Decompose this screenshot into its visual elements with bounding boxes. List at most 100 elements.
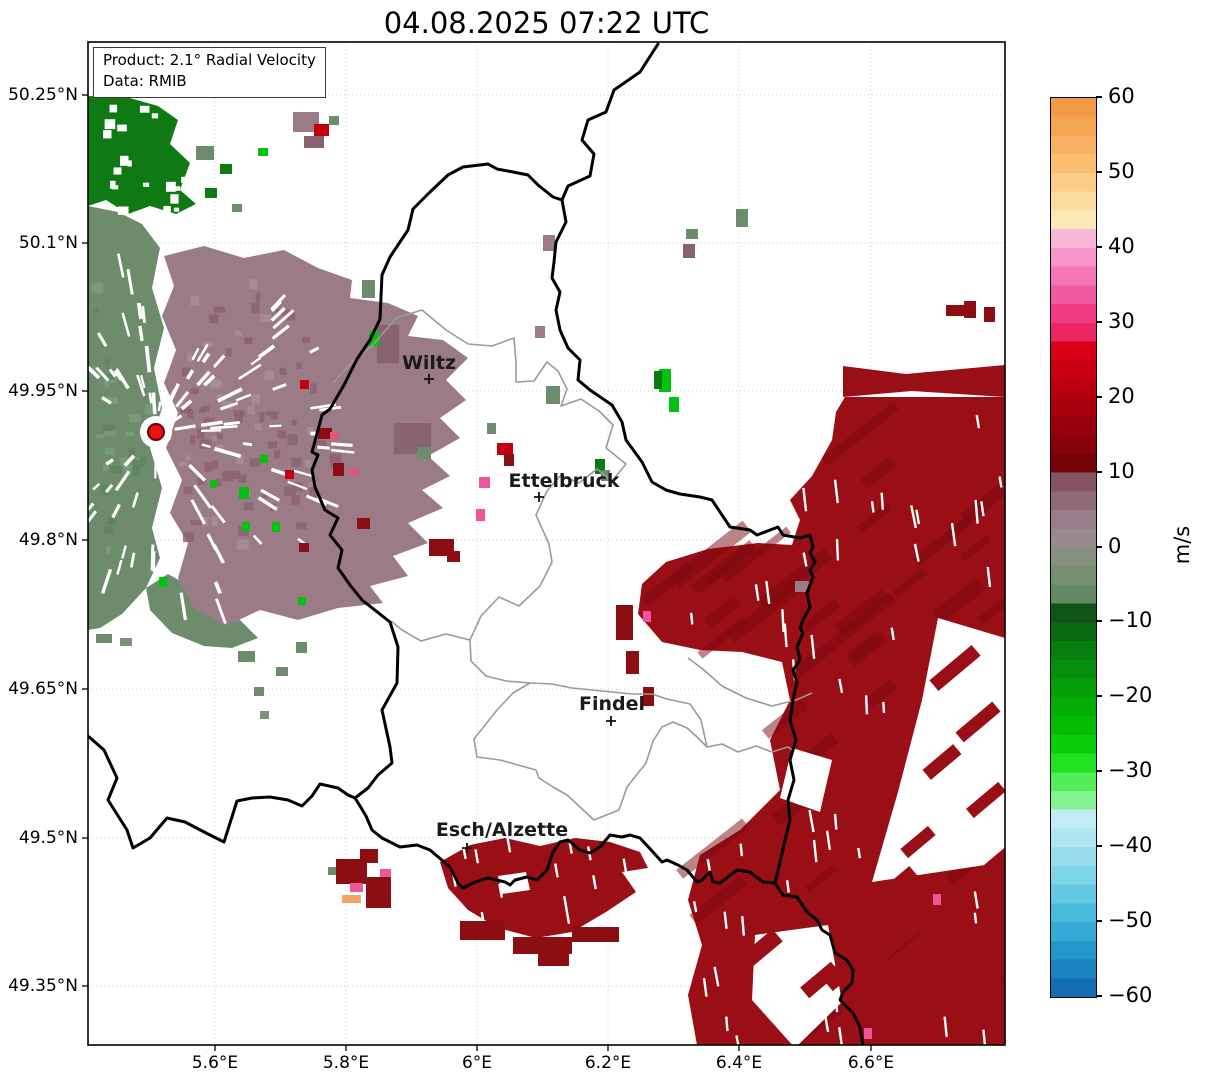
field-gap	[172, 186, 181, 191]
mass-slash	[910, 505, 918, 529]
colorbar-tick-label: 40	[1108, 233, 1135, 258]
colorbar-tick-label: 20	[1108, 383, 1135, 408]
disk-speckle	[215, 478, 222, 487]
mass-slash	[823, 1014, 830, 1033]
velocity-streak	[800, 961, 840, 999]
disk-speckle	[104, 379, 110, 388]
mass-slash	[950, 523, 957, 547]
x-tick-label: 5.8°E	[322, 1053, 370, 1073]
disk-speckle	[277, 430, 286, 439]
disk-gap	[206, 533, 218, 551]
disk-speckle	[264, 370, 274, 381]
mass-streak-dark	[804, 864, 837, 893]
mass-slash	[622, 858, 628, 873]
disk-gap	[235, 393, 252, 402]
disk-gap	[166, 383, 180, 408]
mass-streak-dark	[689, 875, 748, 925]
mass-slash	[785, 880, 790, 893]
disk-gap	[108, 368, 117, 378]
disk-gap	[250, 356, 262, 366]
disk-speckle	[109, 465, 122, 474]
mass-streak-dark	[834, 588, 891, 636]
city-marker	[462, 843, 472, 853]
field-gap	[170, 194, 179, 204]
mass-streak-dark	[641, 560, 696, 607]
velocity-cell	[669, 397, 679, 412]
disk-gap	[92, 482, 101, 491]
velocity-cell	[260, 455, 268, 463]
velocity-cell	[447, 551, 460, 562]
disk-gap	[219, 401, 239, 411]
disk-gap	[201, 352, 211, 364]
disk-speckle	[274, 450, 281, 459]
disk-speckle	[308, 482, 318, 488]
mass-slash	[835, 539, 840, 561]
disk-speckle	[106, 378, 116, 384]
disk-gap	[196, 370, 211, 387]
disk-speckle	[247, 405, 255, 415]
disk-speckle	[100, 484, 111, 496]
velocity-cell	[196, 146, 214, 160]
velocity-streak	[861, 947, 969, 1043]
velocity-cell	[272, 522, 280, 532]
disk-gap	[190, 499, 206, 525]
mass-streak-dark	[703, 595, 741, 629]
velocity-cell	[369, 331, 379, 346]
disk-speckle	[197, 477, 205, 486]
velocity-streak	[737, 929, 783, 971]
region-border	[469, 490, 553, 684]
disk-gap	[270, 306, 286, 322]
disk-speckle	[238, 474, 247, 483]
disk-speckle	[203, 517, 209, 526]
field-gap	[103, 130, 112, 139]
colorbar-tick-mark	[1096, 96, 1102, 98]
disk-speckle	[196, 428, 205, 440]
y-tick-label: 49.8°N	[18, 530, 78, 550]
disk-speckle	[270, 411, 278, 420]
mass-slash	[713, 966, 720, 987]
disk-speckle	[139, 456, 147, 466]
city-label: Esch/Alzette	[436, 819, 568, 841]
disk-speckle	[190, 388, 199, 395]
disk-speckle	[189, 434, 196, 445]
colorbar-tick-label: 60	[1108, 84, 1135, 108]
velocity-cell	[497, 443, 513, 455]
disk-speckle	[249, 458, 261, 467]
field-gap	[117, 124, 127, 132]
country-border	[88, 734, 357, 850]
disk-speckle	[259, 412, 265, 423]
radar-site-dot	[147, 423, 165, 441]
mass-slash	[802, 552, 808, 567]
disk-gap	[96, 332, 108, 348]
disk-gap	[140, 374, 146, 389]
mass-streak-dark	[690, 540, 757, 595]
colorbar-tick-mark	[1096, 245, 1102, 248]
colorbar-tick-mark	[1096, 395, 1102, 398]
disk-gap	[237, 363, 262, 381]
disk-speckle	[262, 490, 267, 499]
mass-slash	[864, 695, 869, 715]
disk-speckle	[251, 303, 260, 314]
velocity-cell	[380, 869, 391, 877]
mass-streak-dark	[856, 503, 893, 534]
velocity-cell	[984, 307, 995, 322]
disk-speckle	[120, 457, 130, 466]
disk-speckle	[204, 462, 213, 472]
disk-gap	[144, 345, 152, 373]
disk-speckle	[228, 470, 241, 480]
disk-speckle	[235, 453, 244, 465]
mass-slash	[973, 912, 978, 924]
velocity-cell	[535, 326, 545, 338]
velocity-streak	[955, 701, 1001, 743]
velocity-cell	[933, 894, 941, 905]
map-layers: Wiltz Ettelbruck Findel Esch/Alzette	[88, 42, 1005, 1045]
disk-speckle	[215, 444, 224, 452]
disk-speckle	[296, 522, 307, 530]
velocity-streak	[922, 744, 962, 780]
disk-gap	[88, 510, 98, 527]
disk-speckle	[222, 471, 233, 482]
disk-speckle	[310, 383, 317, 394]
disk-speckle	[199, 439, 212, 449]
disk-gap	[191, 347, 200, 361]
